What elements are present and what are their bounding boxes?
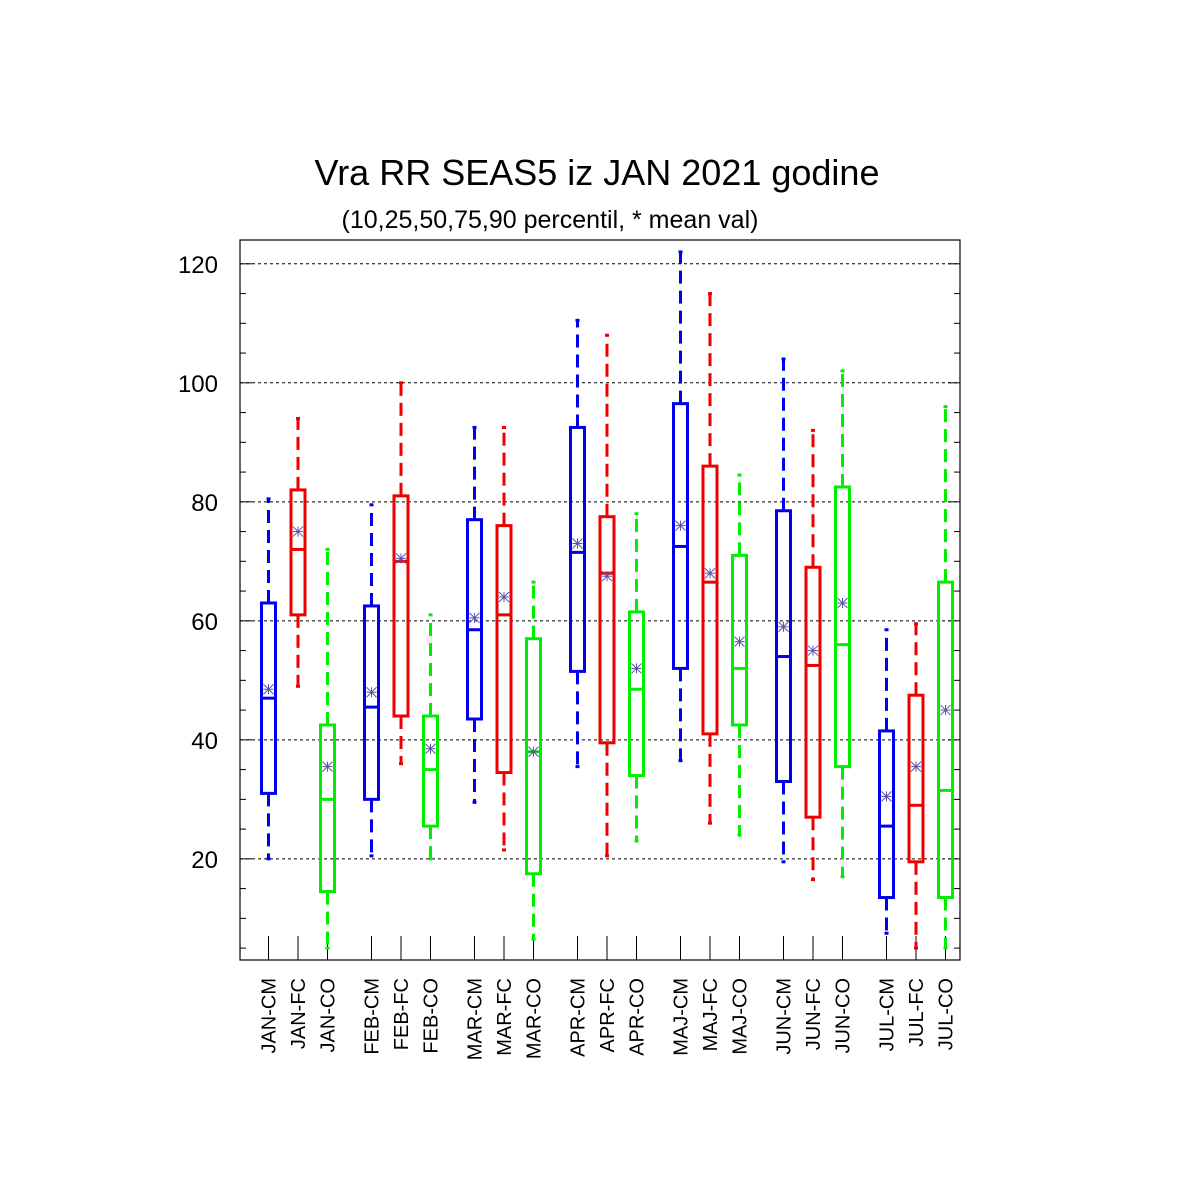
y-tick-label: 120 <box>178 252 218 279</box>
iqr-box <box>775 509 792 783</box>
mean-marker <box>469 612 480 624</box>
mean-marker <box>395 552 407 564</box>
mean-marker <box>910 761 922 772</box>
iqr-box <box>834 485 851 769</box>
box-maj-co <box>731 473 748 837</box>
y-tick-label: 60 <box>191 609 218 636</box>
iqr-box <box>701 464 719 736</box>
box-mar-co <box>525 580 542 941</box>
x-tick-label: FEB-CO <box>421 978 443 1054</box>
x-tick-label: JAN-CM <box>259 978 281 1054</box>
x-tick-label: JUN-CO <box>833 978 855 1054</box>
y-tick-label: 100 <box>178 371 218 398</box>
x-tick-label: APR-FC <box>597 978 619 1052</box>
x-tick-label: MAJ-CM <box>671 978 693 1056</box>
x-tick-label: APR-CM <box>568 978 590 1057</box>
x-tick-label: JUN-FC <box>803 978 825 1050</box>
iqr-box <box>937 580 954 900</box>
mean-marker <box>940 704 951 716</box>
box-apr-co <box>628 512 645 843</box>
x-tick-label: MAJ-FC <box>700 978 722 1051</box>
x-tick-label: MAR-FC <box>494 978 516 1056</box>
box-maj-cm <box>672 250 689 763</box>
mean-marker <box>734 636 745 648</box>
x-tick-label: JUL-CM <box>877 978 899 1051</box>
y-tick-label: 40 <box>191 728 218 755</box>
mean-marker <box>292 526 304 537</box>
mean-marker <box>263 683 274 695</box>
mean-marker <box>704 567 716 579</box>
box-feb-fc <box>392 381 410 766</box>
iqr-box <box>466 518 483 721</box>
iqr-box <box>878 729 895 900</box>
box-jun-cm <box>775 357 792 864</box>
iqr-box <box>628 610 645 778</box>
iqr-box <box>672 402 689 670</box>
y-tick-label: 20 <box>191 847 218 874</box>
mean-marker <box>631 663 642 674</box>
x-tick-label: JUL-FC <box>906 978 928 1047</box>
iqr-box <box>569 425 586 673</box>
mean-marker <box>778 621 789 633</box>
iqr-box <box>907 693 925 864</box>
box-jul-co <box>937 405 954 950</box>
mean-marker <box>837 597 848 609</box>
x-tick-label: JUN-CM <box>774 978 796 1055</box>
mean-marker <box>881 791 892 802</box>
mean-marker <box>322 761 333 772</box>
box-mar-fc <box>495 425 513 852</box>
mean-marker <box>366 686 377 698</box>
iqr-box <box>804 565 822 819</box>
iqr-box <box>363 604 380 801</box>
box-mar-cm <box>466 425 483 804</box>
box-jul-cm <box>878 628 895 935</box>
iqr-box <box>289 488 307 617</box>
x-tick-label: JUL-CO <box>936 978 958 1050</box>
x-tick-label: JAN-FC <box>288 978 310 1049</box>
y-tick-label: 80 <box>191 490 218 517</box>
mean-marker <box>807 645 819 656</box>
plot-frame <box>239 239 961 961</box>
x-tick-label: FEB-FC <box>391 978 413 1050</box>
mean-marker <box>425 743 436 755</box>
x-tick-label: APR-CO <box>627 978 649 1056</box>
box-apr-cm <box>569 318 586 769</box>
mean-marker <box>572 538 583 549</box>
iqr-box <box>495 524 513 775</box>
box-jan-cm <box>260 497 277 861</box>
box-apr-fc <box>598 333 616 858</box>
mean-marker <box>675 520 686 531</box>
box-jan-co <box>319 547 336 950</box>
box-jul-fc <box>907 622 925 950</box>
iqr-box <box>392 494 410 718</box>
x-tick-label: MAR-CO <box>524 978 546 1059</box>
x-tick-label: MAR-CM <box>465 978 487 1060</box>
x-tick-labels: 20 40 60 80 100 120 JAN-CM JAN-FC JAN-CO FEB-CM FE… <box>178 252 958 1060</box>
box-jun-fc <box>804 428 822 882</box>
mean-marker <box>498 591 510 603</box>
iqr-box <box>525 637 542 876</box>
iqr-box <box>731 553 748 727</box>
boxes <box>260 250 954 950</box>
iqr-box <box>598 515 616 745</box>
chart-title: Vra RR SEAS5 iz JAN 2021 godine <box>315 152 880 193</box>
chart-subtitle: (10,25,50,75,90 percentil, * mean val) <box>342 206 759 234</box>
box-feb-co <box>422 613 439 861</box>
box-maj-fc <box>701 292 719 825</box>
mean-marker <box>601 570 613 582</box>
box-jun-co <box>834 369 851 879</box>
mean-marker <box>528 746 539 758</box>
x-tick-label: MAJ-CO <box>730 978 752 1055</box>
iqr-box <box>319 723 336 894</box>
box-jan-fc <box>289 417 307 688</box>
box-feb-cm <box>363 503 380 858</box>
x-tick-label: JAN-CO <box>318 978 340 1052</box>
x-tick-label: FEB-CM <box>362 978 384 1055</box>
